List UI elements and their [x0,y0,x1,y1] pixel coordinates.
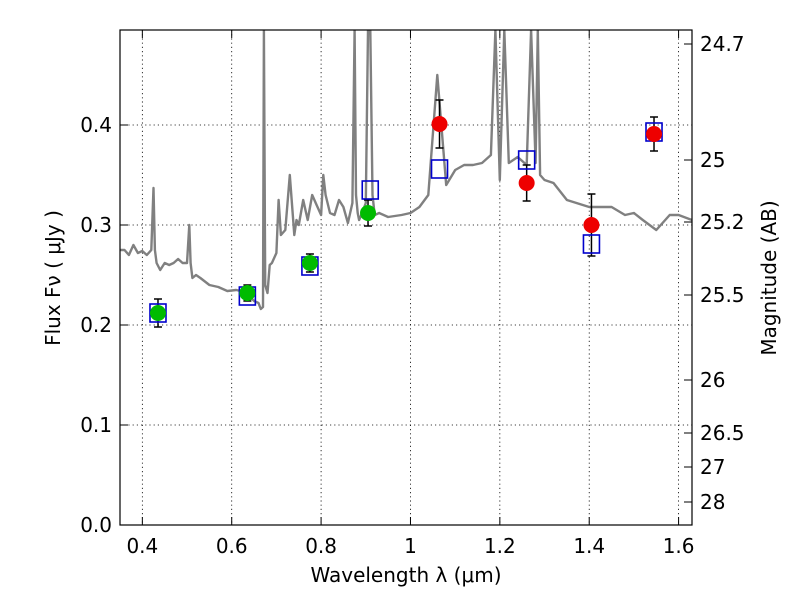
x-tick-label: 0.8 [305,534,337,558]
y-axis-title: Flux Fν ( μJy ) [41,210,65,346]
y2-tick-label: 25.2 [700,210,745,234]
x-tick-label: 1 [404,534,417,558]
y2-tick-label: 25 [700,148,725,172]
model-flux-square [361,180,380,200]
x-tick-label: 1.4 [573,534,605,558]
x-axis-title: Wavelength λ (μm) [310,563,501,587]
y2-tick-label: 26 [700,368,725,392]
plot-frame [119,29,693,526]
observed-flux-point [239,285,256,301]
model-flux-square [430,159,449,179]
y-tick-label: 0.1 [80,413,112,437]
y2-axis-title: Magnitude (AB) [757,200,781,355]
observed-flux-point [360,205,377,221]
y2-tick-label: 27 [700,455,725,479]
observed-flux-point [149,305,166,321]
x-tick-label: 1.6 [663,534,695,558]
y-tick-label: 0.3 [80,213,112,237]
x-tick-label: 1.2 [484,534,516,558]
y-tick-label: 0.4 [80,113,112,137]
y2-tick-label: 25.5 [700,283,745,307]
tick-labels: 0.4 0.6 0.8 1 1.2 1.4 1.6 0.0 0.1 0.2 0.3 0.4 24.7 25… [80,32,744,558]
y2-tick-label: 24.7 [700,32,745,56]
ticks [120,30,692,526]
y2-tick-label: 26.5 [700,421,745,445]
observed-flux-point [646,126,663,142]
observed-flux-point [301,255,318,271]
observed-flux-point [518,175,535,191]
y-tick-label: 0.2 [80,313,112,337]
observed-flux-point [583,217,600,233]
grid [120,30,692,526]
model-flux-square [582,234,601,254]
observed-flux-point [431,116,448,132]
y-tick-label: 0.0 [80,513,112,537]
spectrum-line [120,30,692,311]
x-tick-label: 0.4 [126,534,158,558]
y2-tick-label: 28 [700,490,725,514]
plot-area [120,30,692,328]
model-flux-square [517,150,536,170]
x-tick-label: 0.6 [216,534,248,558]
